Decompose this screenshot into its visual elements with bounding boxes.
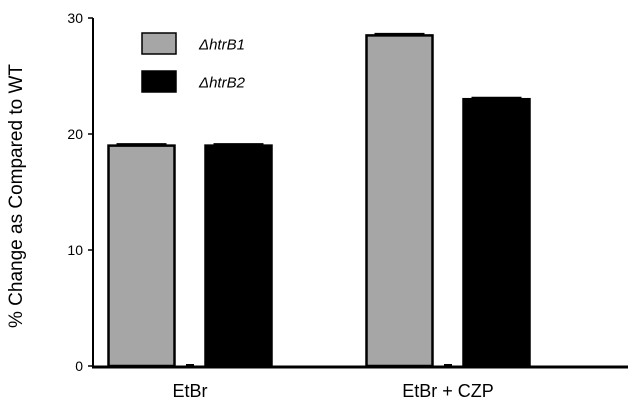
y-tick-label: 0 bbox=[75, 358, 83, 374]
category-label: EtBr + CZP bbox=[402, 381, 494, 401]
y-axis: 0 10 20 30 bbox=[67, 10, 94, 374]
bar-1-1 bbox=[107, 144, 176, 368]
legend-label: ΔhtrB2 bbox=[198, 75, 246, 92]
legend-label: ΔhtrB1 bbox=[198, 37, 245, 54]
y-tick-label: 10 bbox=[67, 242, 83, 258]
y-axis-label: % Change as Compared to WT bbox=[6, 64, 27, 328]
y-tick-label: 20 bbox=[67, 126, 83, 142]
bar-1-2 bbox=[365, 34, 434, 368]
legend-swatch bbox=[141, 32, 177, 55]
legend: ΔhtrB1 ΔhtrB2 bbox=[141, 32, 246, 93]
bars bbox=[107, 32, 531, 368]
category-labels: EtBr EtBr + CZP bbox=[172, 381, 493, 401]
bar-2-2 bbox=[462, 97, 531, 368]
category-label: EtBr bbox=[172, 381, 207, 401]
x-axis bbox=[92, 364, 628, 369]
y-tick-label: 30 bbox=[67, 10, 83, 26]
bar-2-1 bbox=[204, 144, 273, 368]
legend-swatch bbox=[141, 70, 177, 93]
